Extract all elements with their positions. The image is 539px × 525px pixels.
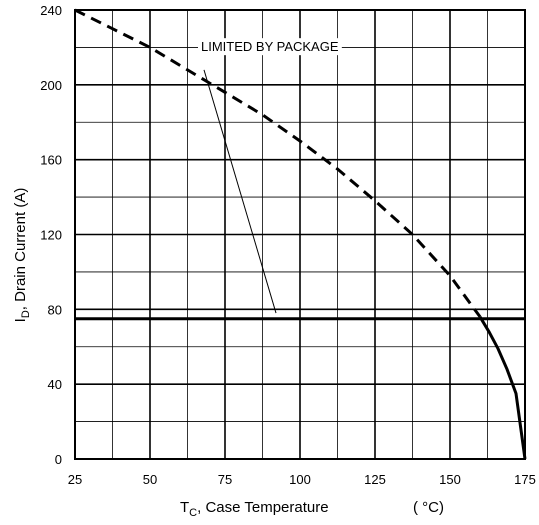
series-layer (74, 8, 527, 460)
x-axis-unit: ( °C) (413, 499, 444, 516)
x-axis-label-rest: , Case Temperature (197, 499, 328, 516)
x-tick-label: 150 (439, 472, 461, 487)
series-line-0 (74, 8, 482, 318)
x-axis-label-main: T (180, 499, 189, 516)
x-tick-label: 25 (68, 472, 82, 487)
y-axis-label: ID, Drain Current (A) (12, 188, 32, 323)
y-axis-label-main: I (12, 318, 29, 322)
y-axis-label-rest: , Drain Current (A) (12, 188, 29, 311)
annotation-leader-line (203, 69, 277, 314)
y-tick-label: 160 (40, 153, 62, 168)
x-tick-label: 100 (289, 472, 311, 487)
y-tick-label: 120 (40, 228, 62, 243)
annotation-limited-by-package: LIMITED BY PACKAGE (201, 39, 339, 54)
y-tick-label: 200 (40, 78, 62, 93)
y-tick-label: 80 (48, 302, 62, 317)
y-tick-labels: 0 40 80 120 160 200 240 (40, 3, 62, 467)
x-tick-label: 50 (143, 472, 157, 487)
x-tick-labels: 25 50 75 100 125 150 175 (68, 472, 536, 487)
plot-frame (74, 9, 526, 460)
annotation-background (198, 38, 342, 56)
x-tick-label: 75 (218, 472, 232, 487)
y-tick-label: 240 (40, 3, 62, 18)
x-axis-label: TC, Case Temperature (180, 499, 329, 519)
x-tick-label: 125 (364, 472, 386, 487)
y-tick-label: 0 (55, 452, 62, 467)
y-axis-label-sub: D (20, 310, 32, 318)
major-grid (74, 9, 526, 460)
series-line-1 (478, 316, 527, 460)
x-tick-label: 175 (514, 472, 536, 487)
annotation-layer: LIMITED BY PACKAGE (198, 38, 342, 314)
y-tick-label: 40 (48, 377, 62, 392)
x-axis-label-sub: C (189, 507, 197, 519)
